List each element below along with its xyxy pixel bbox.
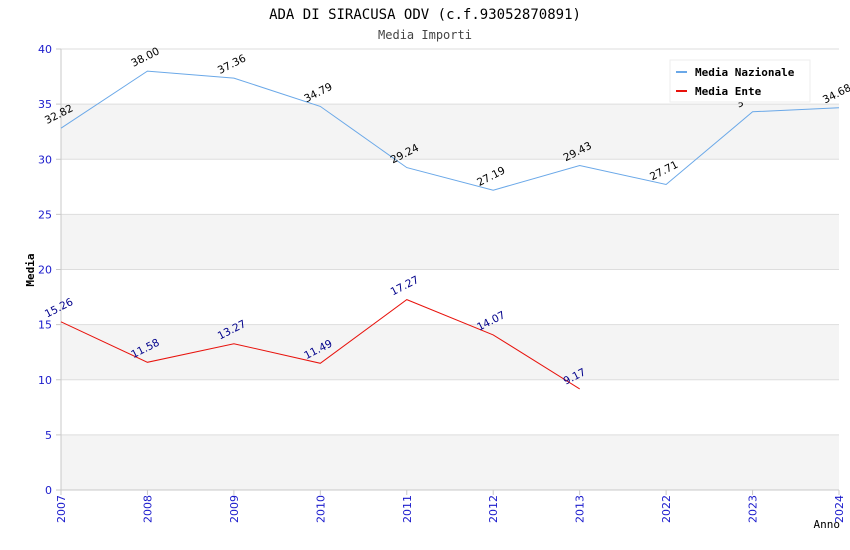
y-tick-label: 15 <box>38 319 52 332</box>
y-tick-label: 20 <box>38 264 52 277</box>
x-tick-label: 2024 <box>833 495 846 523</box>
plot-bands <box>61 49 839 490</box>
legend: Media Nazionale Media Ente <box>669 59 811 103</box>
legend-label: Media Nazionale <box>695 66 795 79</box>
x-tick-label: 2012 <box>487 495 500 523</box>
plot-band <box>61 214 839 270</box>
chart-title: ADA DI SIRACUSA ODV (c.f.93052870891) <box>269 7 581 23</box>
y-tick-label: 25 <box>38 208 52 221</box>
x-tick-label: 2011 <box>401 495 414 523</box>
x-tick-label: 2008 <box>141 495 154 523</box>
x-tick-label: 2010 <box>314 495 327 523</box>
plot-band <box>61 379 839 435</box>
data-label: 3 <box>734 97 745 111</box>
plot-band <box>61 159 839 215</box>
plot-band <box>61 324 839 380</box>
plot-band <box>61 104 839 160</box>
y-tick-label: 30 <box>38 153 52 166</box>
y-tick-label: 10 <box>38 374 52 387</box>
y-tick-label: 35 <box>38 98 52 111</box>
x-tick-label: 2023 <box>747 495 760 523</box>
axes: 0 5 10 15 20 25 30 35 40 2007 2008 2009 2010 2011 2012… <box>38 43 846 523</box>
y-tick-label: 5 <box>45 429 52 442</box>
series-lines <box>60 70 840 390</box>
legend-box <box>669 59 811 103</box>
legend-label: Media Ente <box>695 85 762 98</box>
x-tick-label: 2007 <box>55 495 68 523</box>
x-tick-label: 2013 <box>574 495 587 523</box>
chart-subtitle: Media Importi <box>378 28 472 42</box>
y-tick-label: 0 <box>45 484 52 497</box>
x-axis-label: Anno <box>814 518 841 531</box>
plot-band <box>61 269 839 325</box>
series-line <box>60 70 840 191</box>
y-axis-label: Media <box>24 253 37 286</box>
x-tick-label: 2022 <box>660 495 673 523</box>
series-line <box>60 299 580 390</box>
plot-band <box>61 434 839 490</box>
y-tick-label: 40 <box>38 43 52 56</box>
x-tick-label: 2009 <box>228 495 241 523</box>
